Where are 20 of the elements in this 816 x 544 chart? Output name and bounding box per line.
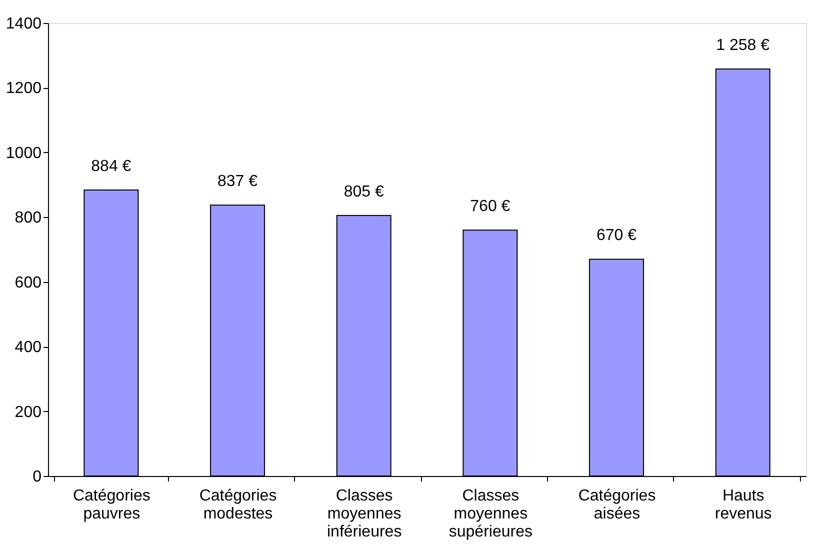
x-tick-label: Hauts revenus bbox=[714, 488, 772, 522]
y-tick-label: 200 bbox=[14, 404, 42, 421]
x-tick-label: Classes moyennes inférieures bbox=[326, 488, 402, 540]
y-tick-label: 1400 bbox=[6, 16, 42, 32]
x-tick-label: Catégories pauvres bbox=[72, 488, 150, 522]
y-tick-label: 400 bbox=[14, 339, 42, 356]
data-label: 805 € bbox=[344, 184, 384, 201]
y-tick-label: 800 bbox=[14, 210, 42, 227]
y-tick-label: 1200 bbox=[6, 80, 42, 98]
x-tick-label: Catégories modestes bbox=[199, 488, 277, 522]
y-tick-label: 600 bbox=[14, 274, 42, 292]
data-label: 837 € bbox=[217, 173, 258, 190]
data-label: 884 € bbox=[91, 158, 132, 175]
data-label: 670 € bbox=[596, 227, 637, 244]
data-label: 760 € bbox=[470, 198, 510, 216]
x-tick-label: Catégories aisées bbox=[578, 488, 656, 522]
x-tick-label: Classes moyennes supérieures bbox=[448, 488, 532, 540]
y-tick-label: 1000 bbox=[6, 144, 42, 162]
y-tick-label: 0 bbox=[32, 468, 42, 486]
data-label: 1 258 € bbox=[716, 36, 770, 54]
